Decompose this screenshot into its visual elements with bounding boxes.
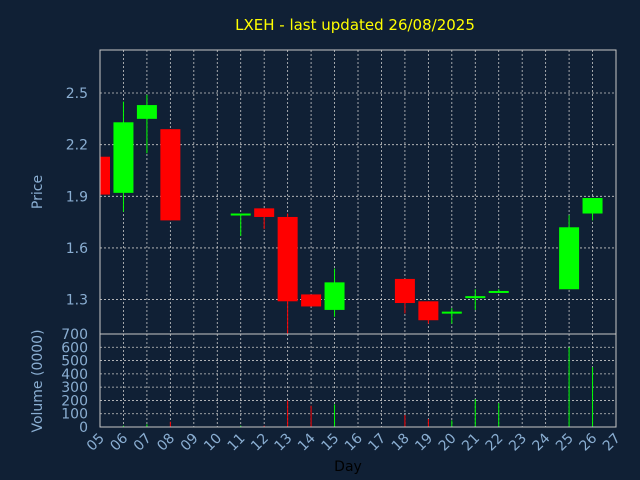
price-axis-label: Price [30, 175, 46, 209]
x-tick-label: 22 [483, 431, 507, 455]
x-tick-label: 14 [295, 430, 319, 454]
candle-body [559, 227, 580, 290]
x-tick-label: 20 [436, 431, 460, 455]
volume-axis-label: Volume (0000) [30, 329, 46, 432]
volume-grid [100, 334, 616, 427]
x-tick-label: 15 [318, 431, 342, 455]
candle-body [136, 105, 157, 119]
candle-body [113, 122, 134, 193]
candles [99, 94, 603, 334]
x-tick-label: 10 [201, 431, 225, 455]
x-tick-label: 26 [576, 430, 600, 454]
price-tick-label: 2.5 [66, 86, 88, 102]
candle-body [277, 216, 298, 302]
candle-body [418, 301, 439, 321]
x-tick-label: 23 [506, 431, 530, 455]
x-tick-labels: 05 06 07 08 09 10 11 12 13 14 15 16 17 18 19 20 21 22 23 24… [84, 430, 624, 454]
candle-body [100, 156, 110, 195]
x-tick-label: 11 [225, 431, 249, 455]
x-tick-label: 06 [107, 430, 131, 454]
volume-tick-label: 300 [61, 380, 88, 396]
volume-tick-label: 200 [61, 393, 88, 409]
x-tick-label: 13 [272, 431, 296, 455]
x-tick-label: 17 [365, 431, 389, 455]
price-y-tick-labels: 1.3 1.6 1.9 2.2 2.5 [66, 86, 88, 309]
candle-body [488, 290, 509, 293]
candle-body [254, 208, 275, 217]
price-tick-label: 1.3 [66, 293, 88, 309]
volume-tick-label: 400 [61, 367, 88, 383]
x-tick-label: 16 [342, 430, 366, 454]
x-tick-label: 21 [459, 431, 483, 455]
volume-bars [122, 347, 594, 427]
candle-body [582, 198, 603, 214]
x-tick-label: 12 [248, 431, 272, 455]
chart-title: LXEH - last updated 26/08/2025 [235, 16, 475, 34]
x-tick-label: 09 [178, 431, 202, 455]
x-tick-label: 19 [412, 431, 436, 455]
x-tick-label: 07 [131, 431, 155, 455]
candle-body [324, 282, 345, 310]
x-tick-label: 27 [600, 431, 624, 455]
price-tick-label: 1.9 [66, 189, 88, 205]
volume-tick-label: 600 [61, 340, 88, 356]
candle-body [160, 129, 181, 221]
x-tick-label: 18 [389, 431, 413, 455]
x-axis-label: Day [334, 459, 362, 475]
candle-body [441, 311, 462, 314]
candle-body [230, 213, 251, 216]
volume-panel-frame [99, 333, 617, 428]
volume-tick-label: 500 [61, 354, 88, 370]
candle-body [301, 294, 322, 307]
volume-tick-label: 0 [79, 420, 88, 436]
volume-tick-label: 100 [61, 407, 88, 423]
x-tick-label: 24 [530, 430, 554, 454]
volume-tick-label: 700 [61, 327, 88, 343]
candle-body [394, 278, 415, 304]
price-tick-label: 2.2 [66, 138, 88, 154]
price-tick-label: 1.6 [66, 241, 88, 257]
candle-body [465, 296, 486, 299]
x-tick-label: 08 [154, 431, 178, 455]
x-tick-label: 25 [553, 431, 577, 455]
